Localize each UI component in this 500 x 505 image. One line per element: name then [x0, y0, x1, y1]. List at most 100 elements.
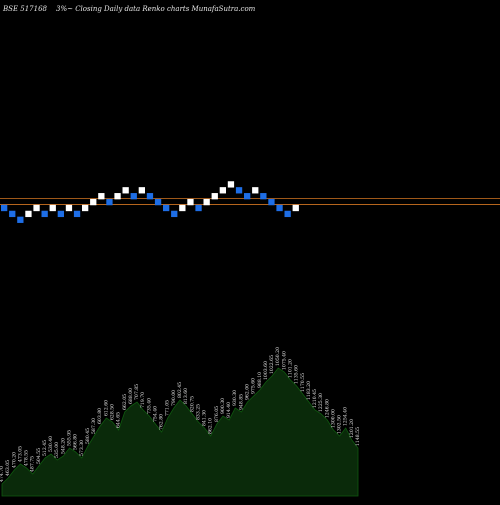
volume-value-label: 962.00: [245, 384, 251, 400]
renko-brick-down: [9, 210, 16, 218]
volume-value-label: 988.10: [257, 372, 263, 388]
volume-value-label: 470.20: [11, 452, 17, 468]
volume-value-label: 1302.50: [337, 415, 343, 434]
renko-brick-up: [90, 198, 97, 206]
volume-value-label: 548.20: [60, 438, 66, 454]
renko-brick-down: [73, 210, 81, 218]
volume-value-label: 975.60: [251, 378, 257, 394]
volume-value-label: 735.40: [146, 398, 152, 414]
renko-brick-up: [114, 193, 121, 200]
volume-value-label: 876.05: [214, 406, 220, 422]
volume-value-label: 566.80: [73, 434, 79, 450]
renko-brick-up: [219, 187, 226, 194]
volume-value-label: 535.00: [54, 442, 60, 458]
renko-brick-down: [17, 216, 24, 223]
volume-value-label: 862.10: [208, 418, 214, 434]
volume-value-label: 587.30: [91, 418, 97, 434]
volume-value-label: 612.60: [103, 400, 109, 416]
volume-value-label: 603.80: [97, 408, 103, 424]
volume-value-label: 628.50: [109, 404, 115, 420]
volume-value-label: 841.30: [202, 410, 208, 426]
volume-value-label: 900.30: [220, 398, 226, 414]
renko-brick-down: [171, 210, 178, 218]
volume-value-label: 512.45: [42, 440, 48, 456]
renko-brick-up: [203, 198, 210, 206]
volume-value-label: 1201.20: [349, 419, 355, 438]
renko-brick-up: [122, 187, 129, 194]
renko-brick-down: [57, 210, 64, 218]
volume-value-label: 1135.60: [294, 365, 300, 384]
renko-brick-up: [227, 181, 235, 188]
volume-value-label: 474.70: [0, 466, 5, 482]
volume-value-label: 530.40: [48, 436, 54, 452]
volume-value-label: 1170.55: [300, 373, 306, 392]
renko-brick-down: [244, 193, 251, 200]
renko-brick-up: [25, 210, 32, 218]
volume-value-label: 762.80: [159, 414, 165, 430]
renko-brick-down: [163, 204, 170, 212]
renko-brick-down: [268, 198, 275, 206]
volume-value-label: 473.05: [17, 446, 23, 462]
volume-value-label: 580.45: [85, 428, 91, 444]
volume-value-label: 644.65: [116, 412, 122, 428]
volume-area: [1, 367, 359, 497]
renko-brick-up: [138, 187, 145, 194]
volume-value-label: 1225.30: [318, 393, 324, 412]
volume-value-label: 1050.20: [275, 347, 281, 366]
volume-value-label: 504.55: [36, 448, 42, 464]
volume-value-label: 1183.20: [306, 381, 312, 400]
volume-value-label: 573.30: [79, 440, 85, 456]
volume-value-label: 930.30: [232, 390, 238, 406]
renko-brick-down: [1, 204, 8, 212]
chart-symbol: BSE 517168: [3, 5, 47, 13]
renko-brick-down: [106, 198, 113, 206]
volume-value-label: 1075.40: [281, 351, 287, 370]
chart-description: 3%~ Closing Daily data Renko charts Muna…: [56, 5, 256, 13]
renko-brick-down: [130, 193, 137, 200]
volume-value-label: 463.05: [5, 460, 11, 476]
renko-brick-up: [65, 204, 73, 212]
volume-value-label: 1148.55: [355, 427, 361, 446]
volume-value-label: 478.55: [24, 450, 30, 466]
renko-brick-up: [292, 204, 299, 212]
renko-brick-up: [33, 204, 40, 212]
volume-value-label: 1210.45: [312, 389, 318, 408]
volume-value-label: 662.05: [122, 394, 128, 410]
volume-value-label: 1246.80: [324, 399, 330, 418]
volume-value-label: 914.40: [226, 402, 232, 418]
volume-value-label: 1003.60: [263, 361, 269, 380]
renko-brick-up: [49, 204, 56, 212]
volume-value-label: 688.00: [128, 388, 134, 404]
volume-value-label: 555.95: [67, 430, 73, 446]
volume-value-label: 813.60: [183, 388, 189, 404]
renko-brick-down: [260, 193, 267, 200]
renko-brick-up: [211, 193, 218, 200]
renko-brick-down: [276, 204, 283, 212]
renko-brick-up: [187, 198, 194, 206]
renko-brick-up: [82, 204, 89, 212]
volume-value-label: 820.75: [189, 396, 195, 412]
volume-value-label: 1254.40: [343, 407, 349, 426]
renko-brick-down: [146, 193, 154, 200]
volume-value-label: 771.05: [165, 400, 171, 416]
volume-value-label: 833.25: [195, 404, 201, 420]
renko-brick-up: [252, 187, 259, 194]
volume-value-label: 754.40: [152, 406, 158, 422]
volume-value-label: 707.85: [134, 384, 140, 400]
renko-brick-down: [284, 210, 291, 218]
volume-value-label: 487.75: [30, 456, 36, 472]
volume-value-label: 802.45: [177, 382, 183, 398]
volume-value-label: 1300.00: [330, 409, 336, 428]
renko-brick-down: [154, 198, 162, 206]
renko-brick-down: [195, 204, 202, 212]
volume-value-label: 948.85: [238, 394, 244, 410]
renko-brick-down: [41, 210, 48, 218]
volume-value-label: 1022.65: [269, 355, 275, 374]
volume-value-label: 719.70: [140, 392, 146, 408]
renko-brick-up: [98, 193, 105, 200]
volume-value-label: 790.00: [171, 390, 177, 406]
renko-brick-down: [235, 187, 243, 194]
volume-value-label: 1101.20: [287, 359, 293, 378]
